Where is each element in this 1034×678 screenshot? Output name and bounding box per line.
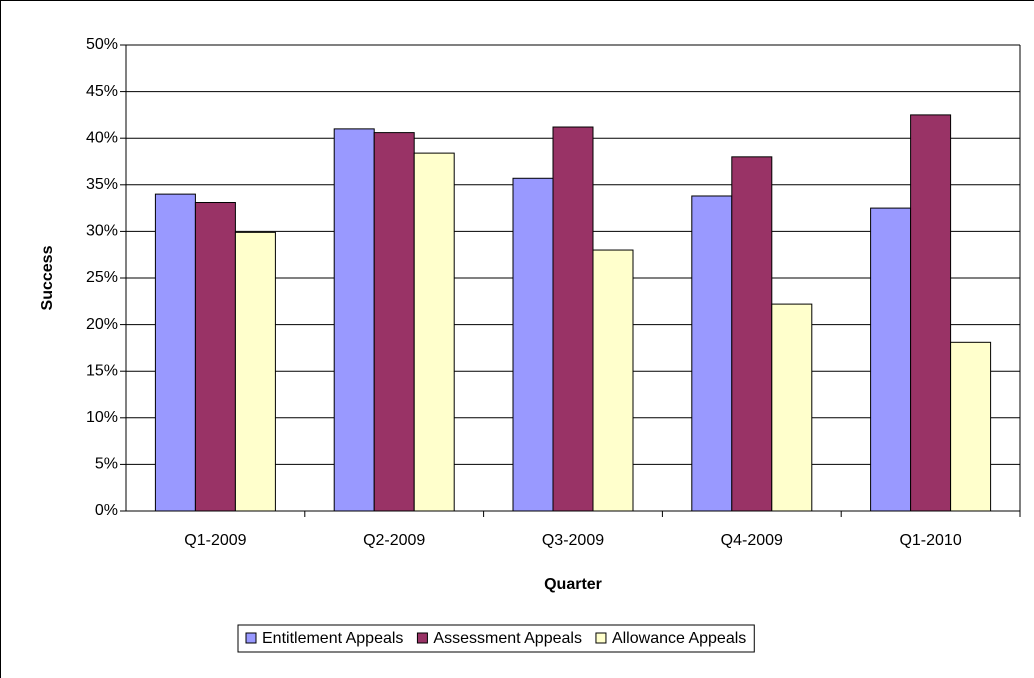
y-tick-label: 50% [86, 36, 118, 53]
legend-box [237, 624, 755, 653]
bar [552, 126, 594, 512]
y-tick-label: 30% [86, 223, 118, 240]
bar [333, 128, 375, 512]
y-tick-label: 0% [95, 502, 118, 519]
y-tick-label: 5% [95, 456, 118, 473]
y-tick-label: 40% [86, 129, 118, 146]
bar [691, 195, 733, 512]
bar [771, 303, 813, 512]
y-tick-label: 45% [86, 83, 118, 100]
legend-label: Allowance Appeals [612, 630, 746, 647]
bar [413, 152, 455, 512]
x-tick-label: Q1-2010 [899, 532, 961, 549]
y-tick-label: 35% [86, 176, 118, 193]
y-tick-label: 25% [86, 269, 118, 286]
x-tick-label: Q4-2009 [721, 532, 783, 549]
legend-swatch [595, 632, 607, 644]
x-tick-label: Q1-2009 [184, 532, 246, 549]
bar [910, 114, 952, 512]
y-axis-title: Success [39, 245, 56, 310]
legend-label: Assessment Appeals [433, 630, 582, 647]
bar [154, 193, 196, 512]
bar [950, 341, 992, 512]
bar [194, 202, 236, 512]
x-tick-label: Q2-2009 [363, 532, 425, 549]
bar [870, 207, 912, 512]
bar [234, 231, 276, 512]
y-tick-label: 15% [86, 362, 118, 379]
bar [592, 249, 634, 512]
y-tick-label: 20% [86, 316, 118, 333]
legend-swatch [245, 632, 257, 644]
bar [731, 156, 773, 512]
bar [512, 177, 554, 512]
x-axis-title: Quarter [544, 576, 602, 593]
x-tick-label: Q3-2009 [542, 532, 604, 549]
legend-swatch [416, 632, 428, 644]
bar [373, 132, 415, 512]
y-tick-label: 10% [86, 409, 118, 426]
legend-label: Entitlement Appeals [262, 630, 403, 647]
